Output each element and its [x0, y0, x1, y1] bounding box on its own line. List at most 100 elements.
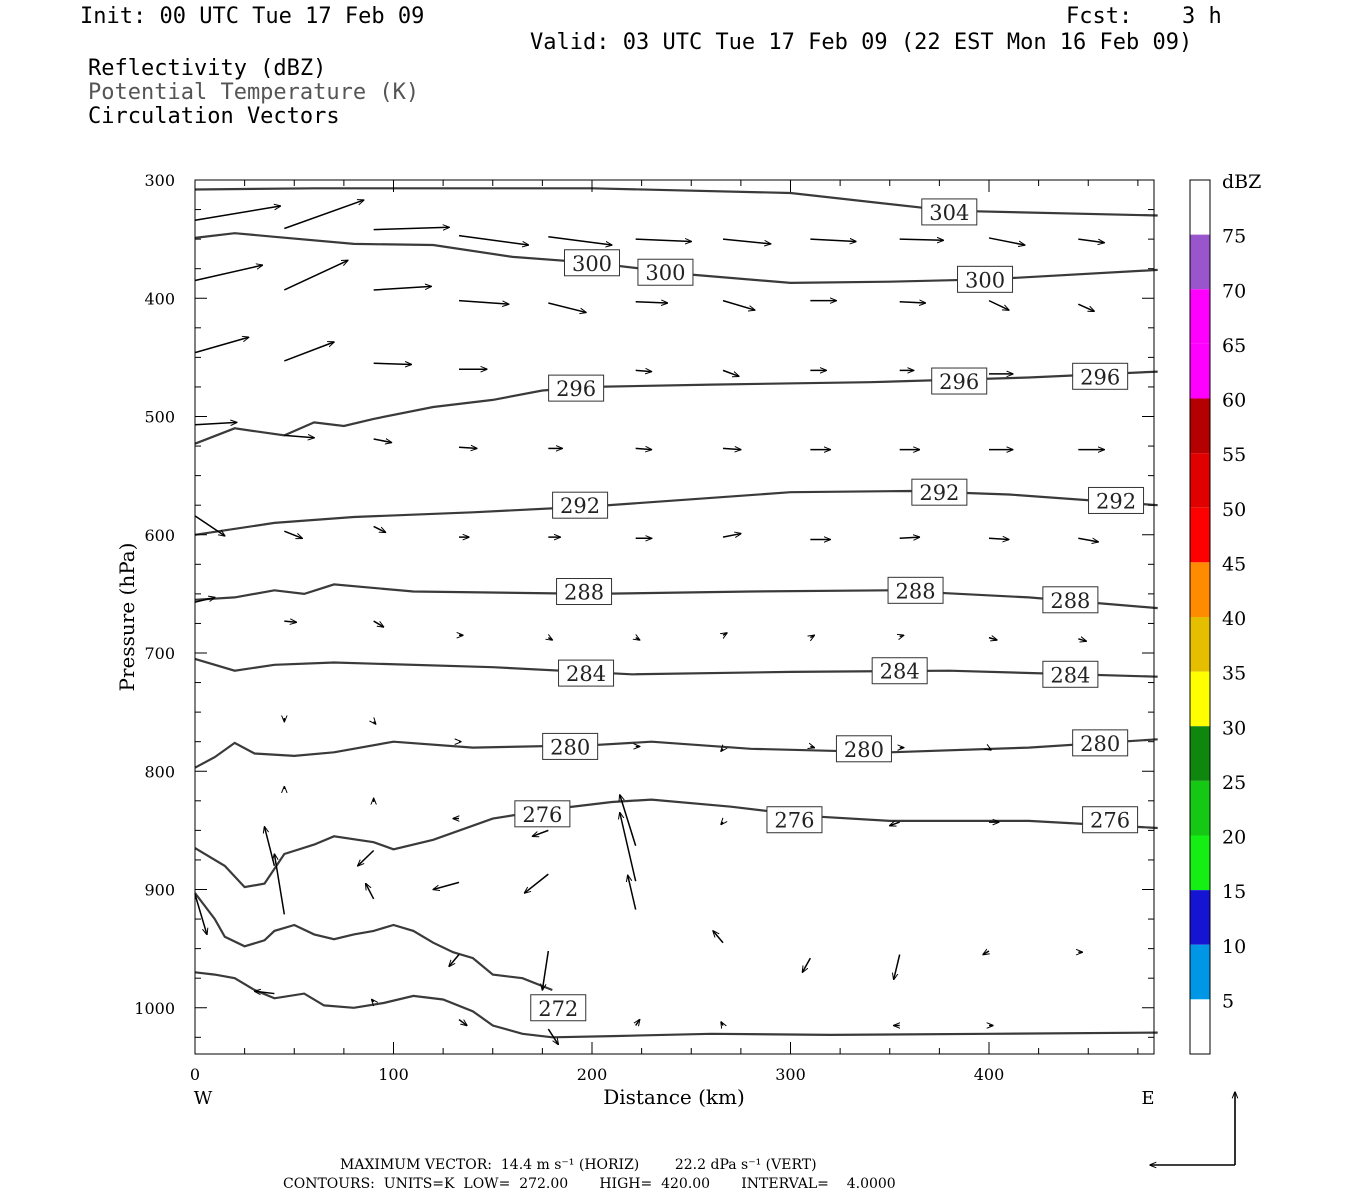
vector-layer — [194, 200, 1104, 1044]
circulation-vector — [620, 795, 637, 846]
contour-label-box — [1072, 362, 1129, 390]
circulation-vector — [548, 302, 586, 312]
theta-contour-288 — [194, 583, 1158, 610]
colorbar-level-label: 75 — [1222, 226, 1246, 248]
circulation-vector — [542, 950, 550, 990]
theta-contour-284 — [194, 657, 1158, 678]
contour-label-box — [887, 576, 944, 604]
circulation-vector — [194, 265, 262, 282]
circulation-vector — [988, 237, 1025, 245]
circulation-vector — [988, 538, 1009, 539]
circulation-vector — [548, 638, 552, 640]
colorbar-level-label: 70 — [1222, 280, 1246, 302]
x-axis-title: Distance (km) — [603, 1085, 745, 1109]
colorbar-segment — [1190, 398, 1210, 454]
circulation-vector — [802, 957, 812, 972]
colorbar-segment — [1190, 944, 1210, 1000]
theta-contour-304 — [194, 187, 1158, 217]
circulation-vector — [721, 1022, 723, 1026]
fcst-value: 3 h — [1182, 4, 1222, 29]
circulation-vector — [525, 873, 549, 893]
contour-label: 280 — [1080, 732, 1120, 756]
contour-label: 292 — [1096, 489, 1136, 513]
contour-label: 280 — [550, 735, 590, 759]
contour-label-box — [542, 732, 599, 760]
theta-contour-300 — [194, 232, 1158, 285]
circulation-vector — [722, 369, 739, 376]
circulation-vector — [284, 435, 314, 437]
circulation-vector — [988, 638, 997, 640]
circulation-vector — [194, 337, 249, 354]
contour-label: 296 — [556, 377, 596, 401]
colorbar-level-label: 15 — [1222, 881, 1246, 903]
circulation-vector — [636, 1020, 640, 1026]
circulation-vector — [810, 239, 856, 241]
circulation-vector — [547, 1028, 558, 1044]
contour-label-box — [957, 265, 1014, 293]
circulation-vector — [458, 447, 477, 448]
contour-label: 280 — [844, 738, 884, 762]
circulation-vector — [900, 635, 904, 636]
colorbar-level-label: 45 — [1222, 553, 1246, 575]
fcst-label: Fcst: — [1066, 4, 1133, 29]
circulation-vector — [458, 234, 528, 245]
contour-label-box — [921, 198, 978, 226]
contour-label: 276 — [1090, 809, 1130, 833]
contour-label: 284 — [880, 660, 920, 684]
contour-label: 296 — [939, 370, 979, 394]
contour-label-box — [911, 478, 968, 506]
max-vector-note: MAXIMUM VECTOR: 14.4 m s⁻¹ (HORIZ) 22.2 … — [340, 1157, 817, 1173]
init-time: Init: 00 UTC Tue 17 Feb 09 — [80, 4, 425, 29]
contour-label: 276 — [522, 803, 562, 827]
circulation-vector — [635, 448, 652, 449]
theta-contour-276 — [194, 798, 1158, 889]
x-right-label: E — [1141, 1088, 1154, 1109]
colorbar-segment — [1190, 671, 1210, 727]
circulation-vector — [194, 597, 215, 603]
theta-contour — [194, 892, 553, 992]
colorbar-level-label: 35 — [1222, 663, 1246, 685]
circulation-vector — [366, 884, 375, 900]
colorbar-level-label: 40 — [1222, 608, 1246, 630]
circulation-vector — [194, 894, 207, 934]
x-tick-label: 0 — [190, 1065, 200, 1084]
colorbar-segment-bottom — [1190, 999, 1210, 1054]
colorbar-level-label: 65 — [1222, 335, 1246, 357]
colorbar-level-label: 30 — [1222, 717, 1246, 739]
circulation-vector — [433, 881, 460, 889]
contour-label: 288 — [564, 581, 604, 605]
y-tick-label: 600 — [144, 526, 175, 545]
circulation-vector — [374, 722, 376, 724]
circulation-vector — [284, 260, 348, 291]
contour-label-box — [548, 374, 605, 402]
y-tick-label: 900 — [144, 881, 175, 900]
colorbar-segment — [1190, 617, 1210, 672]
circulation-vector — [194, 422, 237, 424]
valid-time: Valid: 03 UTC Tue 17 Feb 09 (22 EST Mon … — [530, 30, 1193, 55]
circulation-vector — [1078, 537, 1098, 542]
colorbar-level-label: 20 — [1222, 827, 1246, 849]
colorbar-level-label: 10 — [1222, 936, 1246, 958]
circulation-vector — [532, 829, 549, 836]
circulation-vector — [274, 854, 286, 915]
contour-label: 292 — [919, 481, 959, 505]
colorbar-segment — [1190, 289, 1210, 344]
circulation-vector — [372, 999, 374, 1001]
contour-label-box — [1088, 486, 1145, 514]
colorbar-segment — [1190, 726, 1210, 781]
circulation-vector — [890, 822, 900, 826]
y-axis-title: Pressure (hPa) — [115, 543, 139, 692]
contour-label: 292 — [560, 494, 600, 518]
colorbar-segment — [1190, 180, 1210, 235]
contour-label-layer: 304 300 300 300 296 296 296 292 292 292 288 288 288 2… — [514, 198, 1145, 1022]
field-reflectivity: Reflectivity (dBZ) — [88, 56, 327, 81]
circulation-vector — [989, 749, 991, 750]
contour-label: 288 — [1050, 589, 1090, 613]
circulation-vector — [373, 286, 432, 291]
x-tick-label: 200 — [577, 1065, 608, 1084]
circulation-vector — [899, 239, 944, 240]
contour-label-box — [637, 258, 694, 286]
circulation-vector — [722, 299, 755, 310]
circulation-vector — [194, 206, 280, 221]
